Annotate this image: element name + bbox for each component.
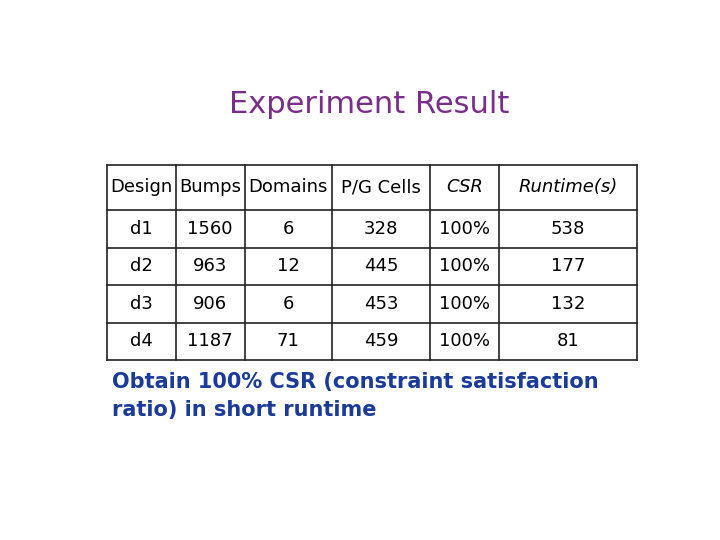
Text: Experiment Result: Experiment Result bbox=[229, 90, 509, 119]
Text: 538: 538 bbox=[551, 220, 585, 238]
Text: 100%: 100% bbox=[439, 295, 490, 313]
Text: CSR: CSR bbox=[446, 178, 483, 197]
Text: d2: d2 bbox=[130, 258, 153, 275]
Text: 445: 445 bbox=[364, 258, 398, 275]
Text: 1560: 1560 bbox=[187, 220, 233, 238]
Text: 6: 6 bbox=[283, 295, 294, 313]
Text: 1187: 1187 bbox=[187, 332, 233, 350]
Text: 906: 906 bbox=[193, 295, 228, 313]
Text: Design: Design bbox=[110, 178, 172, 197]
Text: 71: 71 bbox=[277, 332, 300, 350]
Text: d3: d3 bbox=[130, 295, 153, 313]
Text: d4: d4 bbox=[130, 332, 153, 350]
Text: Bumps: Bumps bbox=[179, 178, 241, 197]
Text: 963: 963 bbox=[193, 258, 228, 275]
Text: Domains: Domains bbox=[248, 178, 328, 197]
Text: 81: 81 bbox=[557, 332, 580, 350]
Text: P/G Cells: P/G Cells bbox=[341, 178, 421, 197]
Text: 459: 459 bbox=[364, 332, 398, 350]
Text: 177: 177 bbox=[551, 258, 585, 275]
Text: 6: 6 bbox=[283, 220, 294, 238]
Text: 100%: 100% bbox=[439, 332, 490, 350]
Text: 453: 453 bbox=[364, 295, 398, 313]
Text: Obtain 100% CSR (constraint satisfaction
ratio) in short runtime: Obtain 100% CSR (constraint satisfaction… bbox=[112, 373, 599, 421]
Text: 328: 328 bbox=[364, 220, 398, 238]
Text: 100%: 100% bbox=[439, 220, 490, 238]
Text: Runtime(s): Runtime(s) bbox=[518, 178, 618, 197]
Text: 100%: 100% bbox=[439, 258, 490, 275]
Text: d1: d1 bbox=[130, 220, 153, 238]
Text: 132: 132 bbox=[551, 295, 585, 313]
Text: 12: 12 bbox=[277, 258, 300, 275]
